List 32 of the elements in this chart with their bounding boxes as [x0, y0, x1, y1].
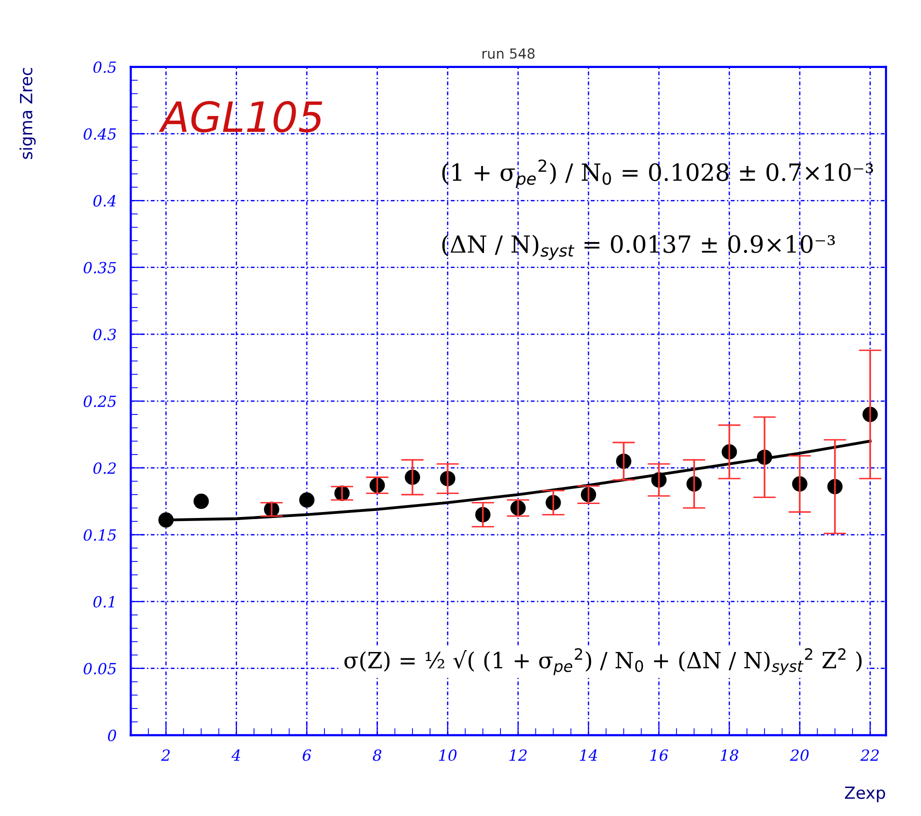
x-tick-label: 20	[790, 749, 809, 761]
x-tick-label: 6	[302, 749, 312, 761]
y-tick-label: 0.25	[84, 396, 116, 408]
point	[299, 492, 314, 508]
x-tick-label: 4	[232, 749, 240, 761]
y-tick-label: 0.3	[93, 328, 116, 340]
x-tick-label: 2	[161, 749, 170, 761]
y-tick-label: 0.05	[84, 662, 116, 674]
y-axis-title: sigma Zrec	[20, 68, 36, 159]
x-tick-label: 14	[580, 749, 598, 761]
x-tick-label: 10	[439, 749, 457, 761]
y-tick-label: 0.45	[84, 128, 116, 140]
y-tick-label: 0.35	[84, 262, 116, 274]
y-tick-label: 0.4	[93, 195, 116, 207]
x-axis-title: Zexp	[844, 786, 886, 802]
annotation: (1 + σ$_{pe}$$^{2}$) / N$_{0}$ = 0.1028 ± 0.7×10⁻³	[442, 159, 874, 188]
x-tick-label: 18	[720, 749, 738, 761]
y-tick-label: 0.5	[93, 61, 116, 73]
annotation: (ΔN / N)$_{syst}$ = 0.0137 ± 0.9×10⁻³	[442, 234, 835, 260]
annotation: AGL105	[158, 100, 322, 132]
y-tick-label: 0	[108, 730, 116, 742]
y-tick-label: 0.15	[84, 529, 116, 541]
text: σ(Z) = ½ √( (1 + σ$_{pe}$$^{2}$) / N$_{0}$ + (ΔN / N)$_{syst}$$^{2}$ Z$^{2}$ )	[344, 648, 862, 676]
x-tick-label: 22	[860, 749, 879, 761]
x-tick-label: 16	[650, 749, 668, 761]
point	[158, 512, 174, 528]
chart-title: run 548	[482, 48, 535, 59]
x-tick-label: 12	[509, 749, 527, 761]
y-tick-label: 0.2	[93, 462, 116, 474]
point	[194, 494, 209, 509]
x-tick-label: 8	[372, 749, 382, 761]
y-tick-label: 0.1	[93, 596, 114, 608]
